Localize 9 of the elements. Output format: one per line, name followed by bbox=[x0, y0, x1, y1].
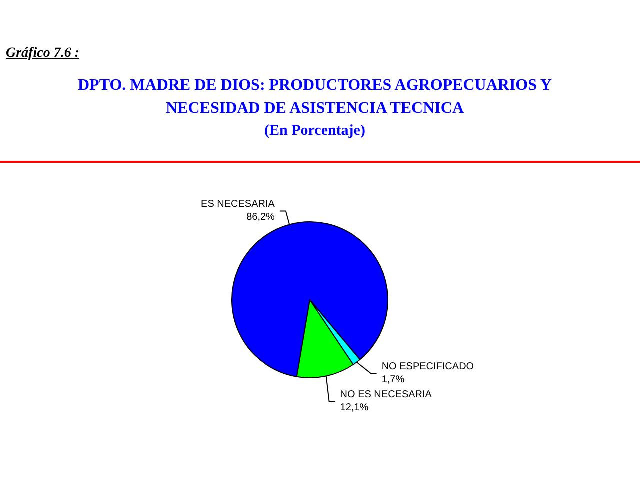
data-label: 1,7% bbox=[382, 374, 405, 386]
slice-label: ES NECESARIA bbox=[201, 199, 276, 210]
chart-title: DPTO. MADRE DE DIOS: PRODUCTORES AGROPECUARIOS Y NECESIDAD DE ASISTENCIA TECNICA bbox=[77, 76, 553, 119]
chart-subtitle: (En Porcentaje) bbox=[264, 122, 366, 141]
data-label: 86,2% bbox=[246, 212, 276, 224]
text: Gráfico 7.6 : bbox=[6, 46, 80, 62]
slice-label: NO ES NECESARIA bbox=[340, 390, 432, 401]
slice-label: NO ESPECIFICADO bbox=[382, 362, 474, 373]
data-label: 12,1% bbox=[340, 402, 369, 414]
